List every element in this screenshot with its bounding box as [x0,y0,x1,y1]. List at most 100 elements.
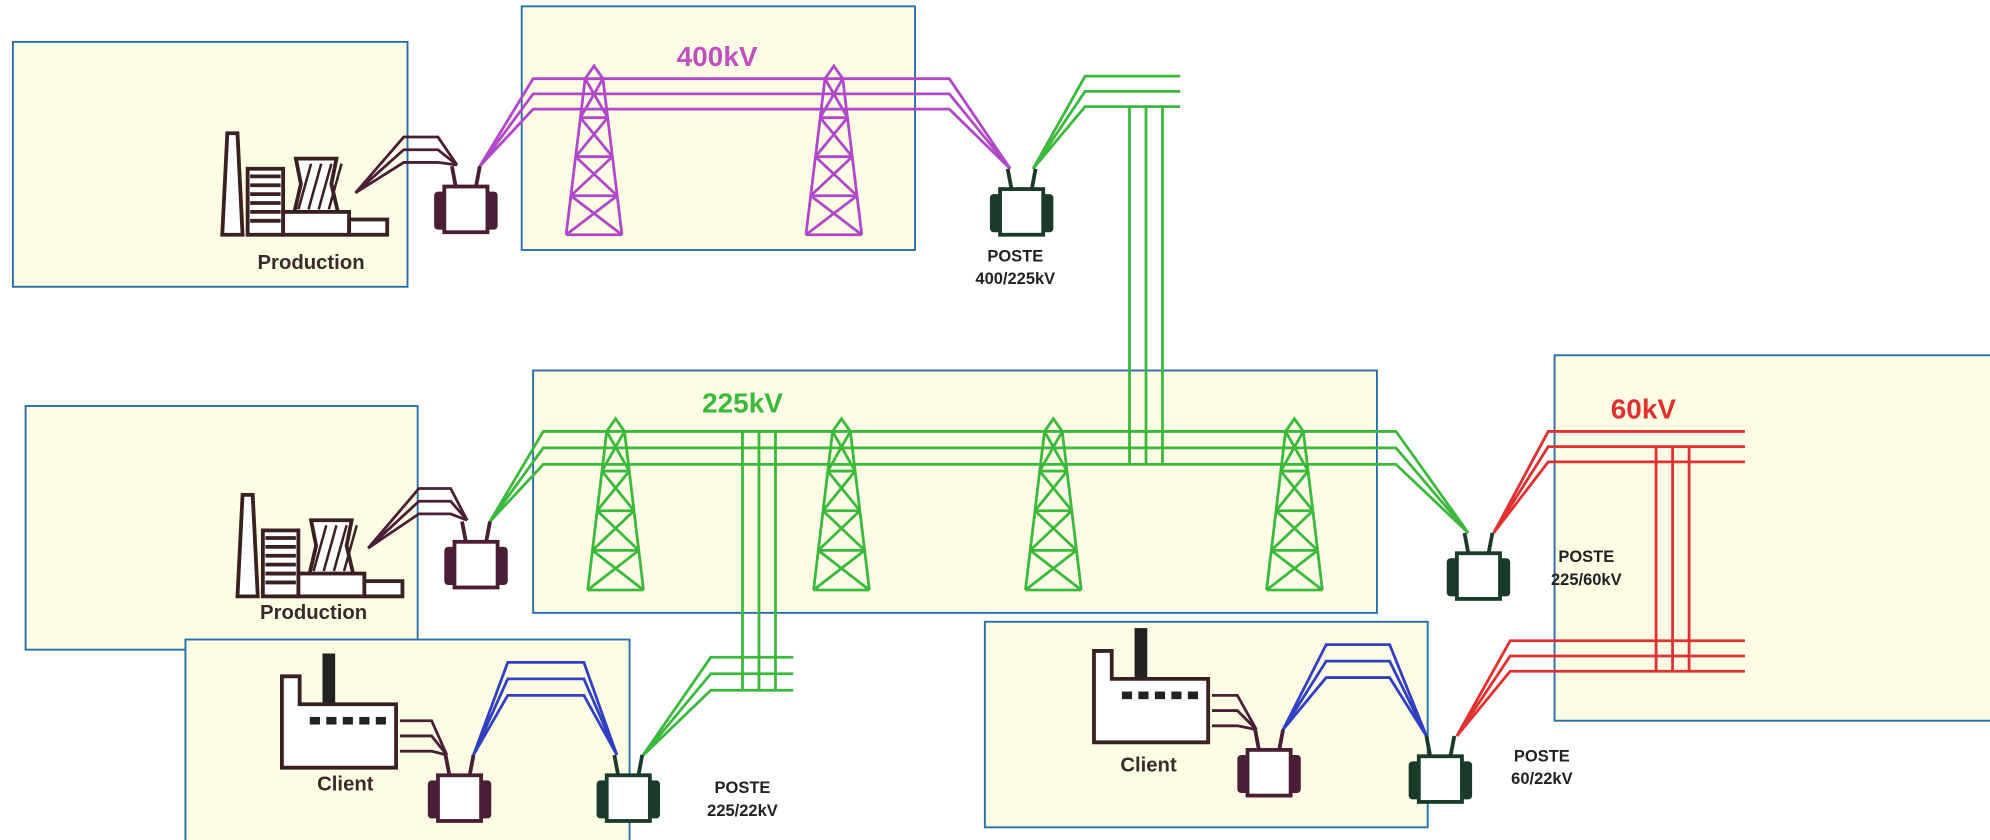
bushing [450,165,458,187]
wire [1455,669,1745,737]
tower [822,509,866,552]
tower [586,549,640,592]
substation-label: 225/22kV [707,802,778,820]
transformer-coil [596,780,608,819]
window [1187,691,1199,700]
wire [399,719,449,756]
production-box [24,405,419,651]
wire [399,749,448,757]
tower [1279,470,1314,512]
artwork [220,63,1745,823]
transformer-coil [989,194,1002,233]
transformer-coil [648,780,661,819]
window [1154,691,1166,700]
wire [1211,693,1258,731]
tower [591,509,635,552]
wire [472,677,619,756]
window [1121,691,1133,700]
producer-label: Production [258,252,365,274]
wire [1211,724,1257,731]
tower [584,63,605,80]
transformer-coil [1498,558,1511,597]
transformer [436,773,484,823]
wire [488,463,1470,534]
wire [1492,430,1745,534]
production-box [11,40,409,288]
wire [1031,105,1181,170]
window [342,716,353,725]
tower [1038,430,1064,472]
tower [565,194,619,236]
substation-label: POSTE [1514,747,1570,765]
tower [1024,549,1078,592]
wire [641,655,794,758]
tower [605,430,631,472]
cooling-tower [327,163,343,210]
wire [488,446,1470,534]
tower [591,549,645,592]
wire [1031,74,1181,170]
wire [1211,709,1258,731]
tower [831,416,852,433]
cooling-tower [297,163,313,210]
tower [1043,416,1064,433]
tower [1029,549,1083,592]
window [1138,691,1149,700]
chimney [235,492,260,599]
transformer-coil [1237,754,1249,794]
transformer [1245,748,1293,798]
tower [826,470,861,512]
tower [1265,549,1319,592]
producer-label: Production [260,602,367,624]
tower [569,155,614,197]
tower [605,416,626,433]
bushing [1005,168,1014,190]
wire [478,77,1012,170]
stack [322,653,336,705]
tower [1043,430,1069,472]
window [375,716,386,725]
transformer [442,184,490,235]
window [309,716,320,725]
wire [367,487,469,550]
tower [831,430,857,472]
bushing [1277,729,1285,751]
tower [596,509,640,552]
transformer [998,187,1046,237]
line-225-box [532,369,1378,614]
substation-label: 60/22kV [1511,770,1572,788]
wire [399,734,448,756]
bushing [636,754,645,776]
tower [823,63,844,80]
voltage-label: 60kV [1611,394,1677,425]
factory [1092,649,1211,745]
transformer [452,539,500,590]
stack [1134,628,1148,679]
tower [600,470,636,512]
transformer-coil [496,546,508,585]
tower [819,116,854,158]
tower [1275,509,1319,552]
tower [596,470,631,512]
tower [1270,549,1324,592]
tower [1279,430,1305,472]
tower [574,116,609,158]
building [362,579,405,599]
bushing [467,754,476,776]
wire [641,672,794,758]
transformer-coil [444,546,456,585]
factory [279,674,398,770]
transformer-coil [1041,194,1054,233]
tower [826,430,852,472]
bushing [443,754,452,776]
tower [805,194,858,236]
substation-label: POSTE [1558,548,1614,566]
tower [1029,509,1073,552]
transformer-coil [479,780,492,819]
window [326,716,337,725]
tower [579,116,614,158]
tower [812,549,866,592]
tower [1274,470,1310,512]
client-label: Client [1120,754,1177,776]
wire [354,148,458,194]
